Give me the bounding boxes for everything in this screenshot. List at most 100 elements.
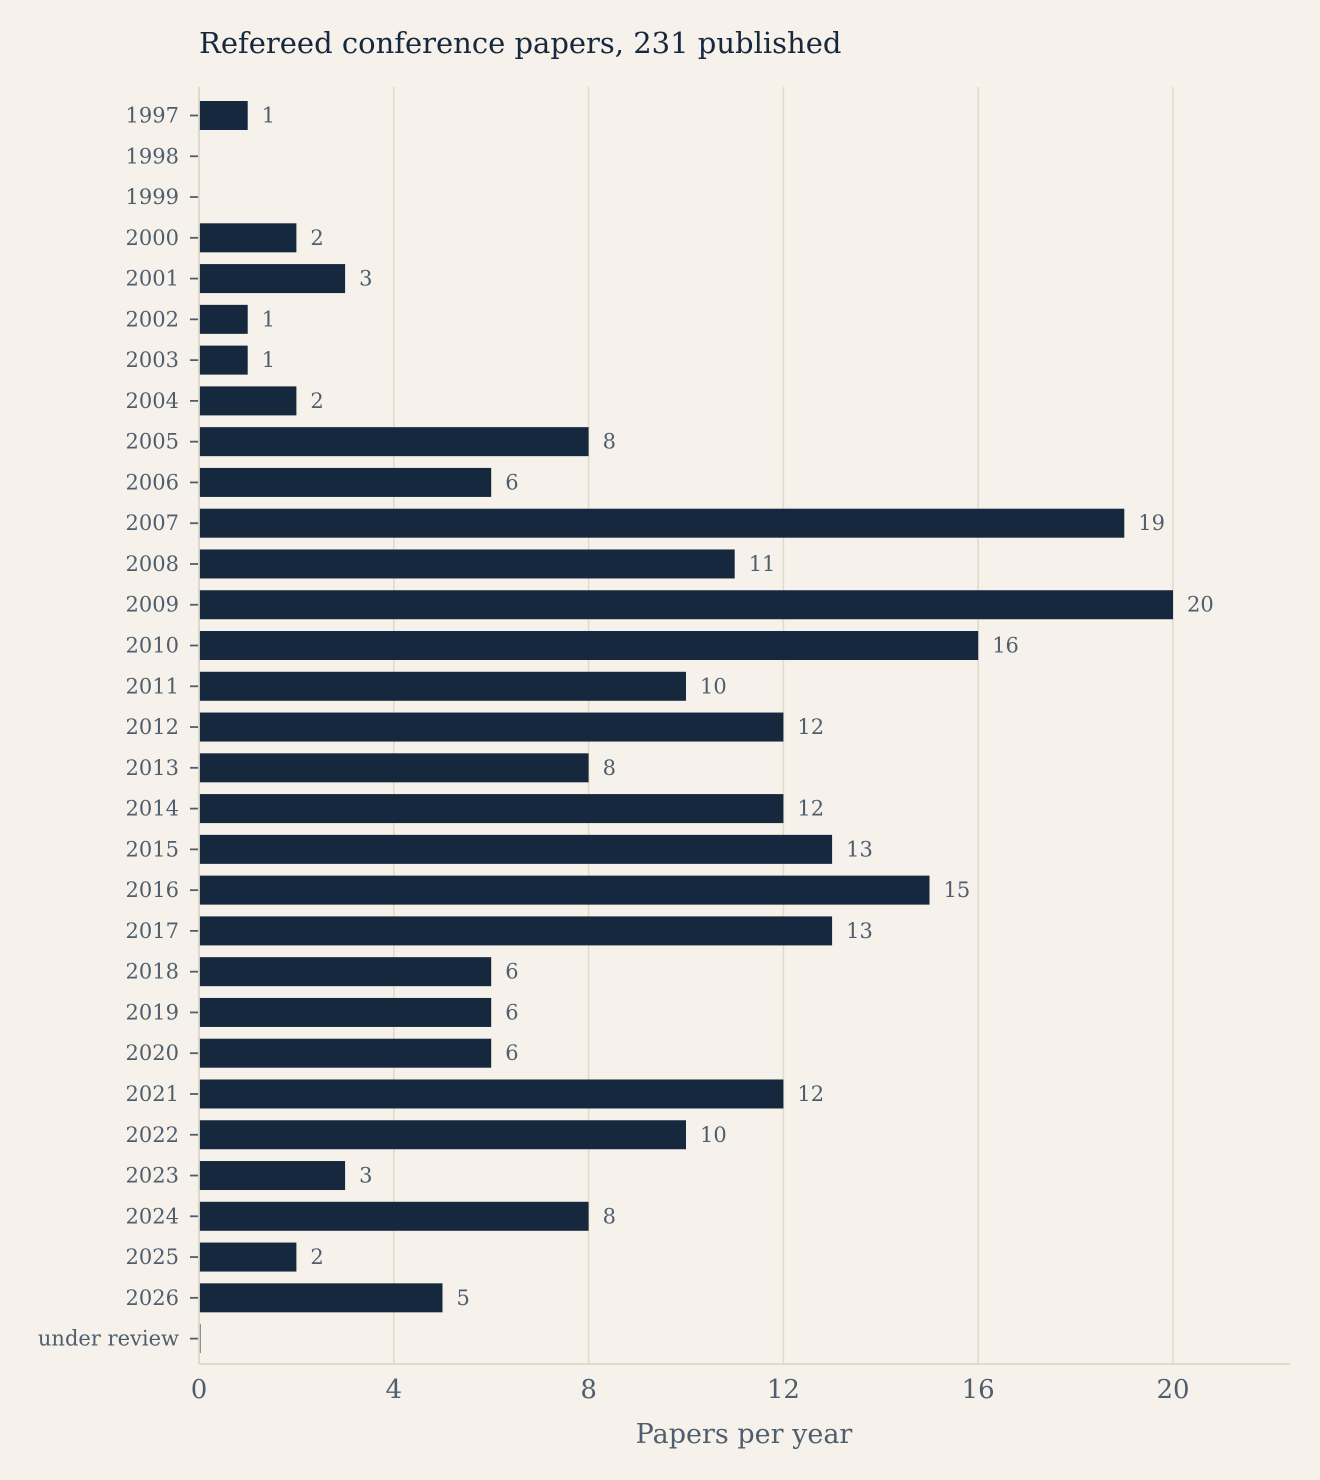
bar xyxy=(199,997,492,1027)
y-tick-label: 2005 xyxy=(126,430,179,454)
y-tick-label: 2008 xyxy=(126,552,179,576)
y-tick-label: 2010 xyxy=(126,634,179,658)
bar xyxy=(199,1201,589,1231)
data-label: 3 xyxy=(359,1164,372,1188)
bar xyxy=(199,1161,346,1191)
y-tick-label: 2004 xyxy=(126,389,179,413)
x-tick-label: 16 xyxy=(962,1375,995,1405)
x-tick-label: 0 xyxy=(191,1375,208,1405)
data-label: 13 xyxy=(846,837,873,861)
y-tick-label: 2022 xyxy=(126,1123,179,1147)
y-tick-label: 2025 xyxy=(126,1245,179,1269)
y-tick-label: 2000 xyxy=(126,226,179,250)
bar xyxy=(199,1038,492,1068)
data-label: 19 xyxy=(1138,511,1165,535)
bar xyxy=(199,345,248,375)
data-label: 8 xyxy=(603,756,616,780)
bar xyxy=(199,875,930,905)
y-tick-label: 2016 xyxy=(126,878,179,902)
data-label: 2 xyxy=(310,389,323,413)
data-label: 6 xyxy=(505,1000,518,1024)
x-axis: 0 4 8 12 16 20 xyxy=(191,1363,1290,1405)
x-tick-label: 20 xyxy=(1156,1375,1189,1405)
x-axis-label: Papers per year xyxy=(636,1419,853,1450)
bar xyxy=(199,712,784,742)
bar xyxy=(199,753,589,783)
y-tick-label: 2012 xyxy=(126,715,179,739)
bar xyxy=(199,264,346,294)
y-tick-label: 1999 xyxy=(126,185,179,209)
bar xyxy=(199,386,297,416)
bar xyxy=(199,631,979,661)
chart-title: Refereed conference papers, 231 publishe… xyxy=(199,26,841,60)
bar xyxy=(199,1079,784,1109)
data-label: 16 xyxy=(992,634,1019,658)
data-label: 8 xyxy=(603,430,616,454)
bar xyxy=(199,1242,297,1272)
bar xyxy=(199,467,492,497)
y-tick-label: under review xyxy=(38,1327,179,1351)
y-tick-label: 2024 xyxy=(126,1204,179,1228)
y-tick-label: 1998 xyxy=(126,144,179,168)
data-label: 6 xyxy=(505,1041,518,1065)
y-tick-label: 1997 xyxy=(126,104,179,128)
data-label: 1 xyxy=(262,348,275,372)
y-tick-label: 2001 xyxy=(126,267,179,291)
data-label: 12 xyxy=(797,1082,824,1106)
y-tick-label: 2019 xyxy=(126,1000,179,1024)
y-tick-label: 2003 xyxy=(126,348,179,372)
bar xyxy=(199,957,492,987)
data-label: 15 xyxy=(944,878,971,902)
data-label: 1 xyxy=(262,307,275,331)
bar xyxy=(199,549,735,579)
y-tick-label: 2009 xyxy=(126,593,179,617)
x-tick-label: 12 xyxy=(767,1375,800,1405)
bar xyxy=(199,916,833,946)
data-label: 10 xyxy=(700,674,727,698)
y-axis: 1997 1998 1999 2000 2001 2002 2003 2004 2005 2006… xyxy=(38,87,200,1364)
bar xyxy=(199,1324,201,1354)
y-tick-label: 2006 xyxy=(126,470,179,494)
bar xyxy=(199,223,297,253)
data-label: 10 xyxy=(700,1123,727,1147)
bar xyxy=(199,508,1125,538)
data-label: 5 xyxy=(457,1286,470,1310)
y-tick-label: 2002 xyxy=(126,307,179,331)
data-label: 20 xyxy=(1187,593,1214,617)
y-tick-label: 2011 xyxy=(126,674,179,698)
y-tick-label: 2018 xyxy=(126,960,179,984)
data-label: 6 xyxy=(505,470,518,494)
data-label: 1 xyxy=(262,104,275,128)
bar xyxy=(199,1120,686,1150)
data-label: 12 xyxy=(797,715,824,739)
bar xyxy=(199,590,1173,620)
y-tick-label: 2014 xyxy=(126,797,179,821)
data-label: 13 xyxy=(846,919,873,943)
bar xyxy=(199,671,686,701)
bar xyxy=(199,101,248,130)
y-tick-label: 2017 xyxy=(126,919,179,943)
y-tick-label: 2023 xyxy=(126,1164,179,1188)
bar xyxy=(199,304,248,334)
x-tick-label: 8 xyxy=(580,1375,597,1405)
bar xyxy=(199,427,589,457)
bar xyxy=(199,1283,443,1313)
y-tick-label: 2015 xyxy=(126,837,179,861)
y-tick-label: 2007 xyxy=(126,511,179,535)
data-label: 6 xyxy=(505,960,518,984)
data-label: 3 xyxy=(359,267,372,291)
x-tick-label: 4 xyxy=(386,1375,403,1405)
y-tick-label: 2026 xyxy=(126,1286,179,1310)
bars xyxy=(199,101,1173,1354)
bar xyxy=(199,794,784,824)
data-label: 8 xyxy=(603,1204,616,1228)
data-label: 2 xyxy=(310,1245,323,1269)
y-tick-label: 2013 xyxy=(126,756,179,780)
data-label: 11 xyxy=(749,552,776,576)
y-tick-label: 2020 xyxy=(126,1041,179,1065)
data-label: 2 xyxy=(310,226,323,250)
data-label: 12 xyxy=(797,797,824,821)
bar xyxy=(199,834,833,864)
